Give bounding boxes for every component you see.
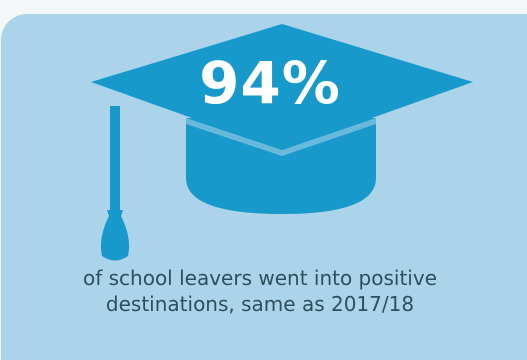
tassel-fringe: [100, 216, 130, 261]
stat-percentage: 94%: [199, 49, 341, 117]
tassel-cord: [110, 106, 120, 218]
stat-caption: of school leavers went into positive des…: [82, 266, 438, 316]
mortarboard: [91, 24, 473, 150]
tassel-knot: [107, 210, 123, 216]
cap-body: [186, 118, 376, 214]
